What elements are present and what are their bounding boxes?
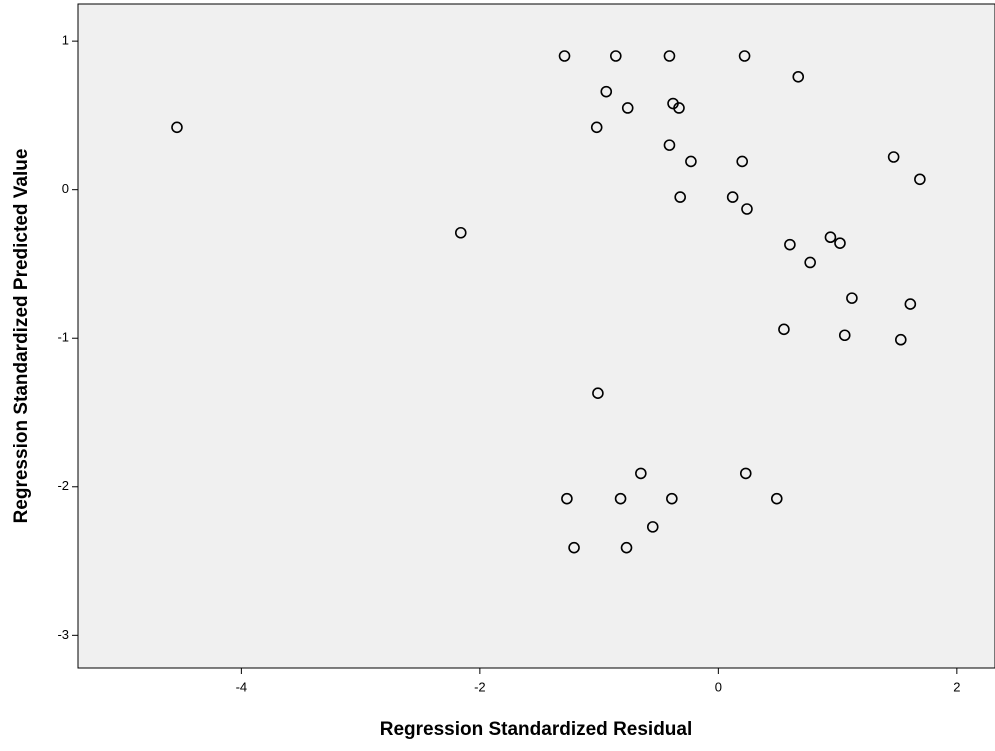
y-tick-label: -3 <box>57 627 69 642</box>
chart: Regression Standardized Residual Regress… <box>0 0 995 751</box>
x-tick-label: 0 <box>715 679 722 694</box>
y-axis-label: Regression Standardized Predicted Value <box>11 149 32 524</box>
plot-area <box>78 4 995 668</box>
x-axis-label: Regression Standardized Residual <box>380 719 693 740</box>
x-tick-label: -2 <box>474 679 486 694</box>
x-tick-label: 2 <box>953 679 960 694</box>
y-tick-label: -1 <box>57 330 69 345</box>
y-tick-label: 0 <box>62 181 69 196</box>
x-tick-label: -4 <box>236 679 248 694</box>
y-tick-label: -2 <box>57 478 69 493</box>
y-tick-label: 1 <box>62 33 69 48</box>
